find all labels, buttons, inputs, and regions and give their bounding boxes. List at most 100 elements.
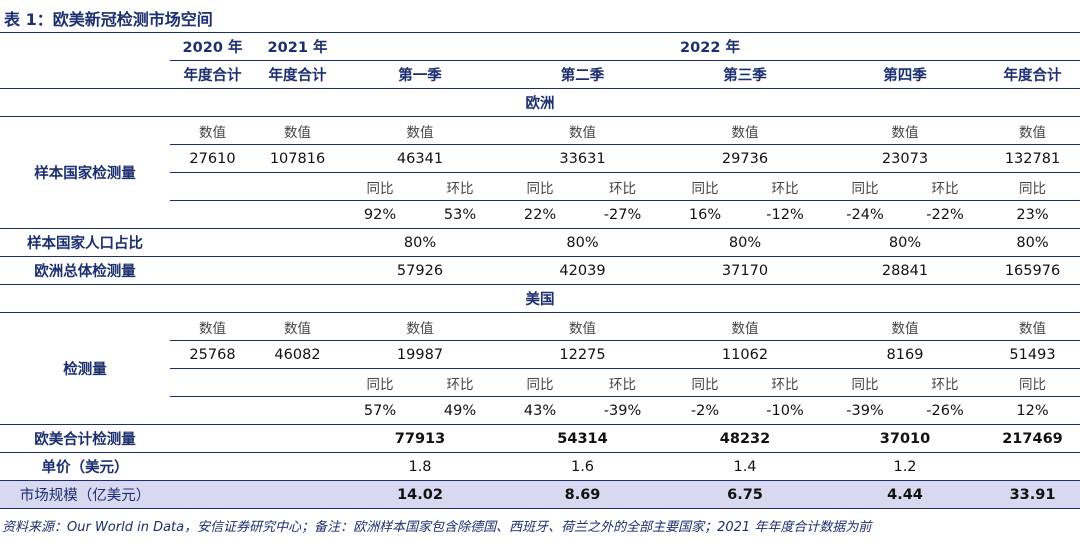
table-cell: 数值 [985,312,1080,341]
empty-cell [170,424,255,453]
table-cell: 49% [420,396,500,425]
table-cell: 11062 [665,340,825,369]
table-cell: 57% [340,396,420,425]
table-cell: 8.69 [500,480,665,509]
empty-cell [255,452,340,481]
table-row: 样本国家检测量 数值 数值 数值 数值 数值 数值 数值 [0,116,1080,229]
empty-cell [0,32,170,89]
table-cell: 80% [340,228,500,257]
table-cell: 同比 [500,172,580,201]
table-cell: 欧美合计检测量 [0,424,170,453]
table-cell: 107816 [255,144,340,173]
table-cell: 2020 年 [170,32,255,61]
table-cell: 28841 [825,256,985,285]
table-cell: 14.02 [340,480,500,509]
table-cell: 数值 [665,312,825,341]
table-row: 57% 49% 43% -39% -2% -10% -39% -26% 12% [0,396,1080,425]
empty-cell [170,396,255,425]
table-cell: 数值 [665,116,825,145]
table-cell: 27610 [170,144,255,173]
table-cell: -2% [665,396,745,425]
table-cell: 48232 [665,424,825,453]
table-cell: 57926 [340,256,500,285]
table-cell: 环比 [745,368,825,397]
table-cell: 同比 [825,172,905,201]
table-cell: 6.75 [665,480,825,509]
table-cell: 80% [825,228,985,257]
table-cell: 37170 [665,256,825,285]
table-cell: -27% [580,200,665,229]
empty-cell [255,228,340,257]
table-cell: 1.4 [665,452,825,481]
table-cell: 8169 [825,340,985,369]
table-cell: 第四季 [825,60,985,89]
table-cell: 第一季 [340,60,500,89]
table-cell: 43% [500,396,580,425]
table-cell: 33.91 [985,480,1080,509]
table-cell: 25768 [170,340,255,369]
table-cell: 19987 [340,340,500,369]
table-cell: 53% [420,200,500,229]
table-cell: 23073 [825,144,985,173]
table-cell: 环比 [905,368,985,397]
table-cell: 92% [340,200,420,229]
table-cell: -22% [905,200,985,229]
table-cell: 46082 [255,340,340,369]
table-cell: 数值 [825,312,985,341]
table-cell: 环比 [420,172,500,201]
table-cell: 市场规模（亿美元） [0,480,170,509]
table-cell: 1.2 [825,452,985,481]
table-row: 25768 46082 19987 12275 11062 8169 51493 [0,340,1080,369]
table-cell: 同比 [500,368,580,397]
table-cell: 1.8 [340,452,500,481]
table-cell: 欧洲总体检测量 [0,256,170,285]
table-cell: 2021 年 [255,32,340,61]
table-cell: 数值 [340,312,500,341]
empty-cell [170,172,255,201]
table-cell: 数值 [500,312,665,341]
table-cell: 同比 [665,368,745,397]
table-cell: 年度合计 [170,60,255,89]
table-cell: 数值 [255,312,340,341]
table-cell: 第三季 [665,60,825,89]
table-cell: -24% [825,200,905,229]
table-cell: 54314 [500,424,665,453]
table-row: 检测量 数值 数值 数值 数值 数值 数值 数值 [0,312,1080,425]
table-cell: 同比 [825,368,905,397]
empty-cell [170,452,255,481]
table-row: 样本国家人口占比 80% 80% 80% 80% 80% [0,228,1080,257]
table-row: 欧美合计检测量 77913 54314 48232 37010 217469 [0,424,1080,453]
table-cell: 检测量 [0,312,170,425]
empty-cell [255,368,340,397]
table-cell: 环比 [905,172,985,201]
table-cell: 80% [665,228,825,257]
table-cell: 165976 [985,256,1080,285]
table-cell: 同比 [985,172,1080,201]
table-cell: 12275 [500,340,665,369]
empty-cell [170,368,255,397]
table-cell: 数值 [500,116,665,145]
table-row: 欧洲总体检测量 57926 42039 37170 28841 165976 [0,256,1080,285]
table-cell: 33631 [500,144,665,173]
table-row: 92% 53% 22% -27% 16% -12% -24% -22% 23% [0,200,1080,229]
table-cell: 第二季 [500,60,665,89]
table-cell: 12% [985,396,1080,425]
table-row: 美国 [0,284,1080,313]
table-cell: 16% [665,200,745,229]
table-cell: 29736 [665,144,825,173]
table-cell: 数值 [170,312,255,341]
empty-cell [985,452,1080,481]
table-cell: 数值 [340,116,500,145]
empty-cell [255,480,340,509]
table-cell: 同比 [665,172,745,201]
table-row: 欧洲 [0,88,1080,117]
table-cell: 数值 [170,116,255,145]
empty-cell [170,256,255,285]
table-cell: 样本国家检测量 [0,116,170,229]
table-cell: 年度合计 [255,60,340,89]
table-cell: 46341 [340,144,500,173]
table-row: 年度合计 年度合计 第一季 第二季 第三季 第四季 年度合计 [0,60,1080,89]
table-cell: 77913 [340,424,500,453]
table-cell: 环比 [745,172,825,201]
